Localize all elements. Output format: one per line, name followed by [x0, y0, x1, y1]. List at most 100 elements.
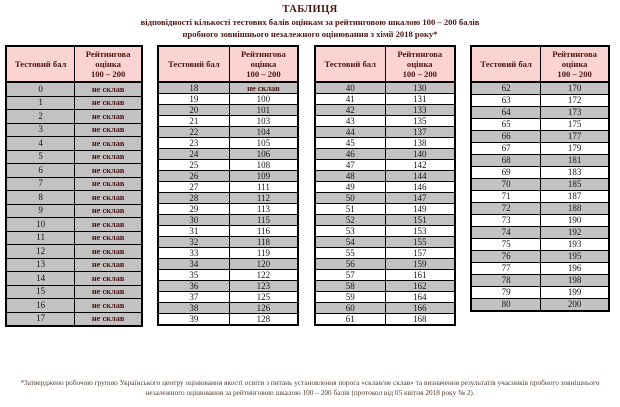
test-score-cell: 55: [314, 247, 386, 259]
test-score-cell: 28: [157, 192, 230, 204]
rating-cell: 116: [228, 225, 299, 237]
rating-cell: 175: [540, 118, 610, 131]
test-score-cell: 46: [314, 148, 386, 160]
rating-cell: 188: [540, 202, 610, 215]
table-row: 42 133: [314, 104, 456, 116]
table-row: 39 128: [157, 313, 299, 326]
rating-cell: 115: [228, 214, 299, 226]
rating-cell: 118: [228, 236, 299, 248]
test-score-cell: 67: [470, 142, 542, 155]
table-row: 47 142: [314, 159, 456, 171]
test-score-cell: 73: [470, 214, 542, 227]
test-score-cell: 26: [157, 170, 230, 182]
table-row: 66 177: [470, 130, 610, 143]
table-row: 12 не склав: [5, 244, 143, 259]
test-score-cell: 57: [314, 269, 386, 281]
test-score-cell: 41: [314, 93, 386, 105]
test-score-cell: 27: [157, 181, 230, 193]
rating-cell: 135: [384, 115, 456, 127]
test-score-cell: 39: [157, 313, 230, 326]
table-row: 0 не склав: [5, 81, 143, 97]
test-score-cell: 36: [157, 280, 230, 292]
table-row: 53 153: [314, 225, 456, 237]
table-row: 40 130: [314, 81, 456, 94]
table-row: 17 не склав: [5, 311, 143, 327]
table-row: 56 159: [314, 258, 456, 270]
test-score-cell: 45: [314, 137, 386, 149]
test-score-cell: 30: [157, 214, 230, 226]
score-table-0-17: Тестовий бал Рейтингова оцінка 100 – 200…: [5, 45, 143, 327]
rating-cell: 122: [228, 269, 299, 281]
test-score-cell: 77: [470, 262, 542, 275]
rating-cell: 195: [540, 250, 610, 263]
table-row: 72 188: [470, 202, 610, 215]
test-score-cell: 65: [470, 118, 542, 131]
rating-cell: не склав: [74, 203, 143, 218]
table-row: 1 не склав: [5, 95, 143, 110]
rating-cell: 173: [540, 106, 610, 119]
rating-cell: 147: [384, 192, 456, 204]
rating-cell: 157: [384, 247, 456, 259]
table-row: 33 119: [157, 247, 299, 259]
rating-cell: 120: [228, 258, 299, 270]
table-row: 35 122: [157, 269, 299, 281]
table-row: 73 190: [470, 214, 610, 227]
table-row: 45 138: [314, 137, 456, 149]
table-body: 0 не склав 1 не склав 2 не склав 3 не склав 4 не …: [5, 81, 143, 327]
rating-cell: не склав: [74, 149, 143, 164]
document-subtitle-line-2: пробного зовнішнього незалежного оцінюва…: [182, 29, 438, 39]
rating-cell: не склав: [74, 81, 143, 97]
test-score-cell: 9: [5, 203, 76, 218]
column-header-rating: Рейтингова оцінка 100 – 200: [74, 45, 143, 83]
table-row: 58 162: [314, 280, 456, 292]
test-score-cell: 25: [157, 159, 230, 171]
test-score-cell: 21: [157, 115, 230, 127]
table-row: 8 не склав: [5, 190, 143, 205]
table-row: 50 147: [314, 192, 456, 204]
test-score-cell: 35: [157, 269, 230, 281]
table-row: 36 123: [157, 280, 299, 292]
score-conversion-tables: Тестовий бал Рейтингова оцінка 100 – 200…: [0, 40, 620, 327]
table-row: 44 137: [314, 126, 456, 138]
rating-cell: не склав: [74, 163, 143, 178]
table-row: 27 111: [157, 181, 299, 193]
table-row: 16 не склав: [5, 298, 143, 313]
footnote: *Затверджено робочою групою Українського…: [20, 378, 600, 397]
table-row: 26 109: [157, 170, 299, 182]
test-score-cell: 44: [314, 126, 386, 138]
table-row: 11 не склав: [5, 230, 143, 245]
rating-cell: 106: [228, 148, 299, 160]
test-score-cell: 0: [5, 81, 76, 97]
rating-cell: не склав: [74, 284, 143, 299]
rating-cell: не склав: [74, 95, 143, 110]
table-row: 51 149: [314, 203, 456, 215]
rating-cell: 159: [384, 258, 456, 270]
test-score-cell: 48: [314, 170, 386, 182]
rating-cell: не склав: [228, 81, 299, 94]
rating-cell: не склав: [74, 244, 143, 259]
test-score-cell: 29: [157, 203, 230, 215]
table-row: 70 185: [470, 178, 610, 191]
test-score-cell: 1: [5, 95, 76, 110]
rating-cell: 185: [540, 178, 610, 191]
rating-cell: 144: [384, 170, 456, 182]
rating-cell: 168: [384, 313, 456, 326]
test-score-cell: 17: [5, 311, 76, 327]
rating-cell: 200: [540, 298, 610, 312]
table-body: 40 130 41 131 42 133 43 135 44 137 45 138 46 140 47 142…: [314, 81, 456, 326]
table-row: 62 170: [470, 81, 610, 95]
table-row: 6 не склав: [5, 163, 143, 178]
table-row: 31 116: [157, 225, 299, 237]
rating-cell: 181: [540, 154, 610, 167]
rating-cell: 142: [384, 159, 456, 171]
table-row: 77 196: [470, 262, 610, 275]
test-score-cell: 54: [314, 236, 386, 248]
test-score-cell: 11: [5, 230, 76, 245]
rating-cell: 105: [228, 137, 299, 149]
table-header: Тестовий бал Рейтингова оцінка 100 – 200: [314, 45, 456, 83]
test-score-cell: 10: [5, 217, 76, 232]
table-row: 52 151: [314, 214, 456, 226]
rating-cell: 172: [540, 94, 610, 107]
table-row: 5 не склав: [5, 149, 143, 164]
table-header: Тестовий бал Рейтингова оцінка 100 – 200: [157, 45, 299, 83]
